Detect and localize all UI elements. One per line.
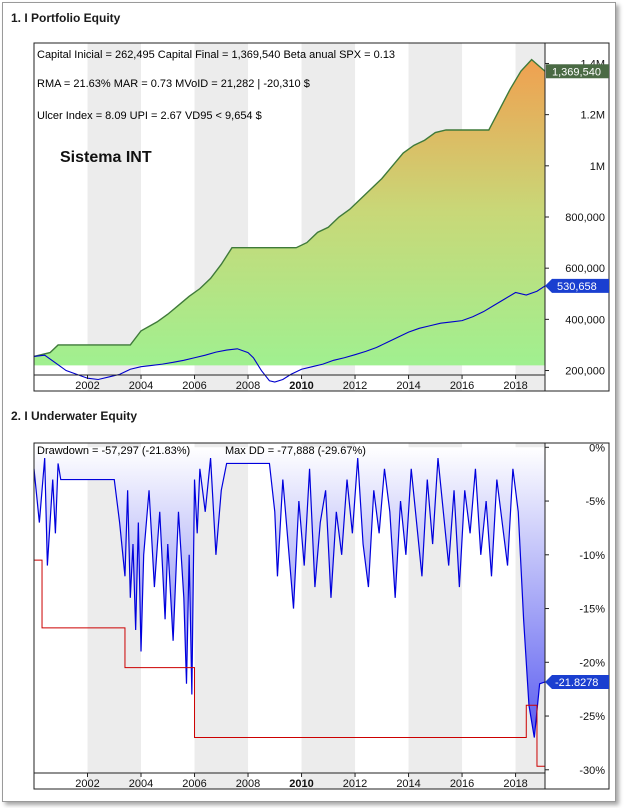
x-tick-label: 2016 bbox=[450, 778, 474, 790]
y-tick-label: 800,000 bbox=[565, 212, 605, 224]
y-tick-label: -20% bbox=[579, 657, 605, 669]
x-tick-label: 2002 bbox=[75, 380, 99, 392]
equity-area bbox=[34, 59, 545, 366]
y-tick-label: 1M bbox=[590, 161, 605, 173]
stat-annotation: Max DD = -77,888 (-29.67%) bbox=[225, 445, 366, 457]
equity-plot-frame bbox=[33, 42, 610, 392]
x-tick-label: 2006 bbox=[182, 778, 206, 790]
x-tick-label: 2010 bbox=[289, 778, 313, 790]
x-tick-label: 2014 bbox=[396, 380, 420, 392]
drawdown-area bbox=[34, 447, 545, 738]
benchmark-last-value: 530,658 bbox=[557, 281, 597, 293]
x-tick-label: 2018 bbox=[503, 380, 527, 392]
y-tick-label: 600,000 bbox=[565, 263, 605, 275]
underwater-plot-frame bbox=[33, 442, 610, 790]
y-tick-label: 1.2M bbox=[581, 110, 605, 122]
x-tick-label: 2006 bbox=[182, 380, 206, 392]
y-tick-label: -5% bbox=[585, 496, 605, 508]
x-tick-label: 2016 bbox=[450, 380, 474, 392]
underwater-panel-title: 2. I Underwater Equity bbox=[11, 409, 138, 423]
benchmark-line bbox=[33, 285, 546, 383]
stat-annotation: RMA = 21.63% MAR = 0.73 MVoID = 21,282 |… bbox=[37, 78, 310, 90]
equity-panel-title: 1. I Portfolio Equity bbox=[11, 11, 121, 25]
y-tick-label: 200,000 bbox=[565, 366, 605, 378]
drawdown-line bbox=[33, 457, 546, 738]
x-tick-label: 2002 bbox=[75, 778, 99, 790]
x-tick-label: 2008 bbox=[236, 380, 260, 392]
x-tick-label: 2008 bbox=[236, 778, 260, 790]
equity-last-value-flag bbox=[546, 64, 609, 79]
x-tick-label: 2012 bbox=[343, 380, 367, 392]
drawdown-last-value-flag bbox=[545, 674, 609, 689]
stat-annotation: Capital Inicial = 262,495 Capital Final … bbox=[37, 49, 395, 61]
chart-window: 1. I Portfolio Equity 2002 2004 2006 2008 20… bbox=[2, 2, 616, 802]
max-dd-line bbox=[34, 559, 545, 767]
y-tick-label: 0% bbox=[589, 442, 605, 454]
equity-last-value: 1,369,540 bbox=[552, 66, 601, 78]
y-tick-label: -25% bbox=[579, 711, 605, 723]
sistema-label: Sistema INT bbox=[60, 149, 152, 166]
equity-line bbox=[33, 58, 546, 358]
y-tick-label: 400,000 bbox=[565, 314, 605, 326]
benchmark-last-value-flag bbox=[545, 278, 609, 293]
year-band bbox=[87, 43, 142, 391]
x-tick-label: 2018 bbox=[503, 778, 527, 790]
y-tick-label: -10% bbox=[579, 550, 605, 562]
x-tick-label: 2014 bbox=[396, 778, 420, 790]
stat-annotation: Ulcer Index = 8.09 UPI = 2.67 VD95 < 9,6… bbox=[37, 110, 262, 122]
drawdown-last-value: -21.8278 bbox=[555, 677, 598, 689]
stat-annotation: Drawdown = -57,297 (-21.83%) bbox=[37, 445, 190, 457]
y-tick-label: -30% bbox=[579, 765, 605, 777]
equity-chart: 2002 2004 2006 2008 2010 2012 2014 2016 2018 200,… bbox=[33, 42, 610, 790]
x-tick-label: 2010 bbox=[289, 380, 313, 392]
x-tick-label: 2004 bbox=[129, 380, 153, 392]
y-tick-label: -15% bbox=[579, 604, 605, 616]
x-tick-label: 2012 bbox=[343, 778, 367, 790]
x-tick-label: 2004 bbox=[129, 778, 153, 790]
